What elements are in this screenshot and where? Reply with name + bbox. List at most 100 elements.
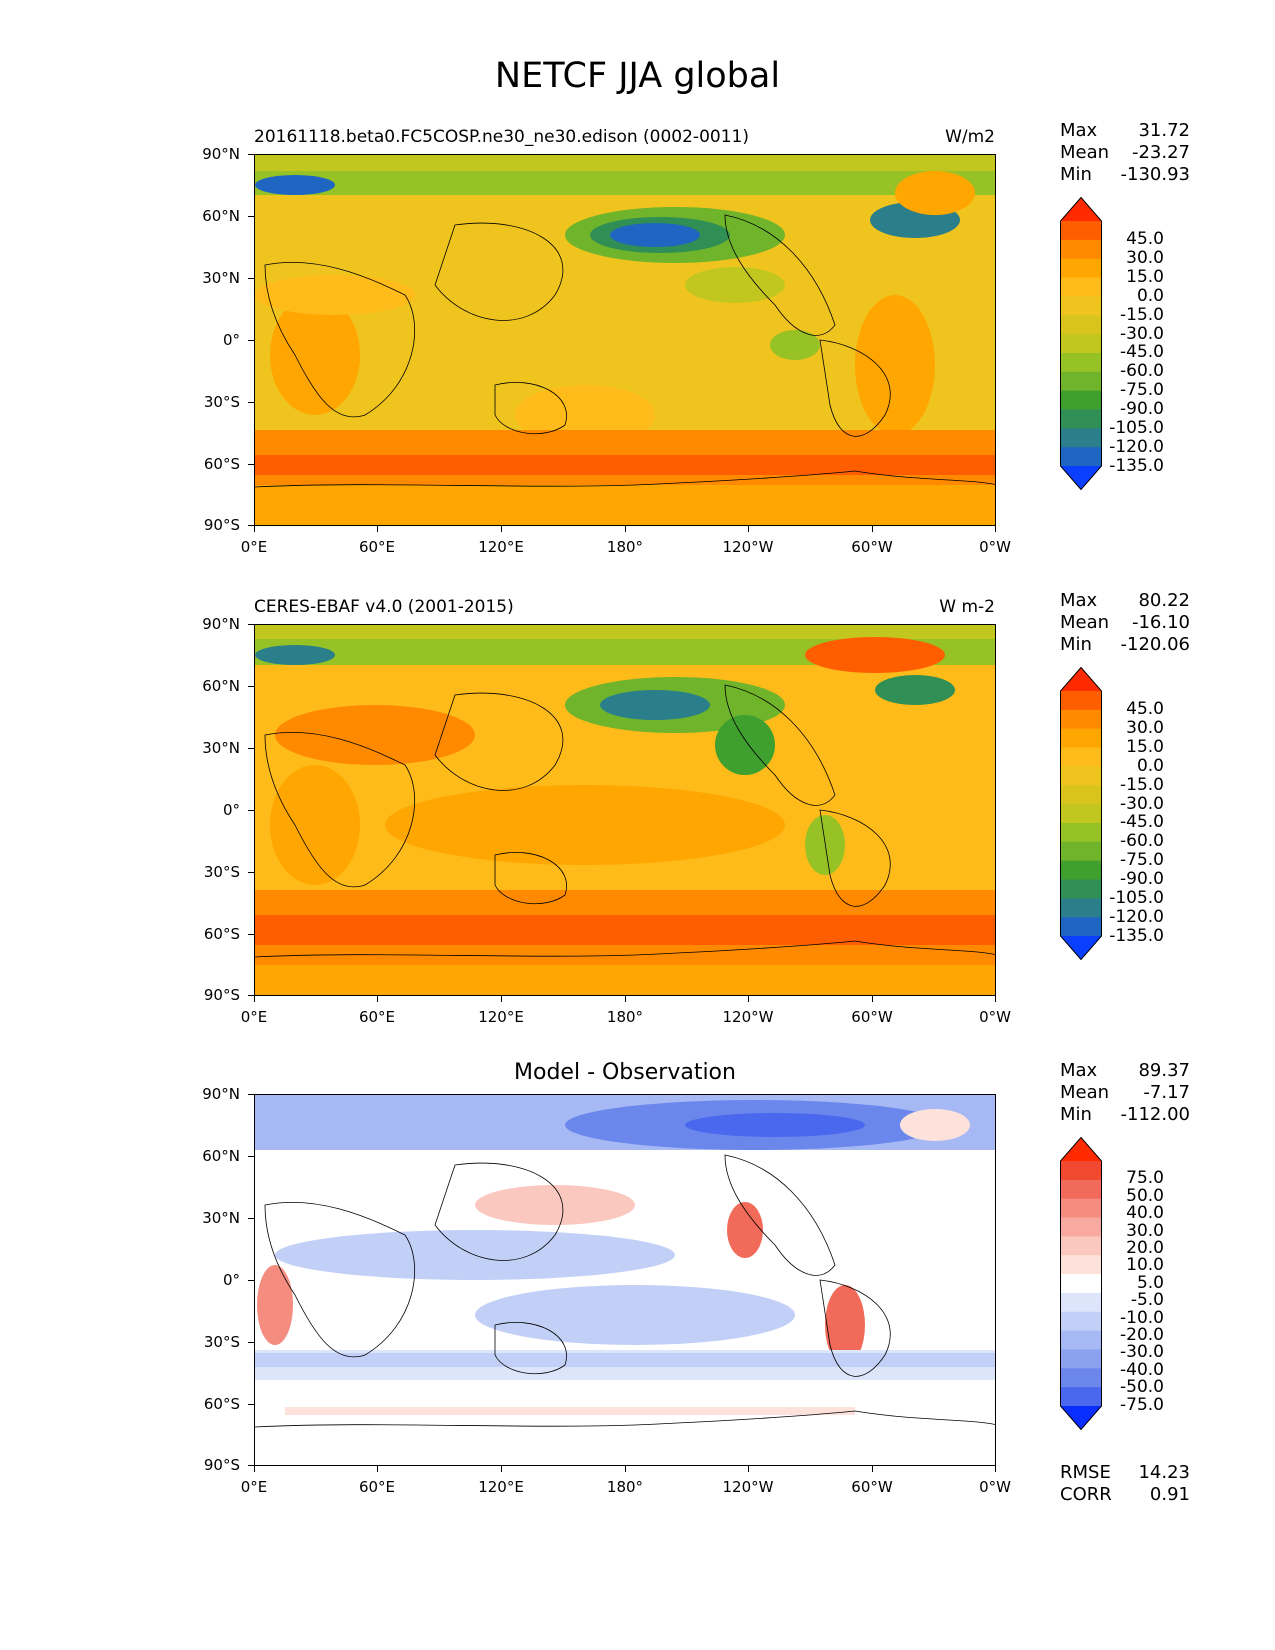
map-difference (254, 1094, 996, 1466)
lat-label: 90°N (202, 615, 240, 633)
corr-label: CORR (1060, 1484, 1112, 1505)
colorbar-level-label: 15.0 (1126, 737, 1164, 758)
colorbar-segment (1060, 822, 1102, 843)
colorbar-segment (1060, 1311, 1102, 1332)
lat-label: 60°S (203, 1395, 240, 1413)
colorbar-segment (1060, 1368, 1102, 1388)
lon-label: 180° (606, 1478, 644, 1496)
colorbar-segment (1060, 728, 1102, 749)
colorbar-level-label: -135.0 (1109, 925, 1164, 946)
stats-box: Max 80.22 Mean -16.10 Min -120.06 (1060, 590, 1190, 656)
colorbar-segment (1060, 352, 1102, 373)
stat-mean: -7.17 (1143, 1082, 1190, 1103)
colorbar-labels: 75.0 50.0 40.0 30.0 20.0 10.0 5.0 -5.0 -10.0 -20.… (1098, 1170, 1164, 1414)
map-difference-field (255, 1095, 995, 1465)
panel-left-title: CERES-EBAF v4.0 (2001-2015) (254, 597, 514, 617)
colorbar-segment (1060, 709, 1102, 730)
colorbar-level-label: -30.0 (1120, 1342, 1164, 1363)
colorbar-level-label: -135.0 (1109, 455, 1164, 476)
stat-max: 31.72 (1138, 120, 1190, 141)
colorbar-segment (1060, 239, 1102, 260)
colorbar-segment (1060, 277, 1102, 297)
map-model (254, 154, 996, 526)
colorbar-segment (1060, 447, 1102, 467)
colorbar-level-label: 45.0 (1126, 699, 1164, 720)
colorbar-segment (1060, 409, 1102, 429)
colorbar-segment (1060, 785, 1102, 805)
colorbar-segment (1060, 860, 1102, 880)
colorbar-level-label: -60.0 (1120, 831, 1164, 852)
stat-min: -130.93 (1120, 164, 1190, 185)
lon-label: 120°W (722, 1008, 774, 1026)
lon-label: 60°W (851, 538, 893, 556)
map-model-field (255, 155, 995, 525)
colorbar-outline (1060, 197, 1102, 490)
lat-label: 30°S (203, 1333, 240, 1351)
rmse-label: RMSE (1060, 1462, 1111, 1483)
stat-label: Min (1060, 164, 1092, 185)
colorbar-level-label: 0.0 (1136, 285, 1164, 306)
colorbar-level-label: -90.0 (1120, 399, 1164, 420)
figure-title: NETCF JJA global (494, 56, 781, 96)
lat-label: 90°S (203, 986, 240, 1004)
lat-label: 90°S (203, 1456, 240, 1474)
map-observation (254, 624, 996, 996)
colorbar-segment (1060, 1274, 1102, 1294)
lat-label: 60°N (202, 207, 240, 225)
lon-label: 180° (606, 538, 644, 556)
colorbar-level-label: -45.0 (1120, 812, 1164, 833)
colorbar-level-label: 10.0 (1126, 1255, 1164, 1276)
panel-left-title: 20161118.beta0.FC5COSP.ne30_ne30.edison … (254, 127, 749, 147)
lat-label: 30°N (202, 739, 240, 757)
colorbar-top-extension (1060, 1137, 1102, 1161)
stat-label: Min (1060, 634, 1092, 655)
colorbar-level-label: 5.0 (1136, 1272, 1164, 1293)
colorbar-level-label: 50.0 (1126, 1185, 1164, 1206)
lat-label: 60°S (203, 455, 240, 473)
colorbar-segment (1060, 428, 1102, 448)
panel-units: W/m2 (945, 127, 995, 147)
colorbar-level-label: -15.0 (1120, 774, 1164, 795)
lon-label: 0°W (979, 538, 1011, 556)
colorbar-segment (1060, 1330, 1102, 1350)
colorbar-top-extension (1060, 197, 1102, 221)
colorbar-level-label: 20.0 (1126, 1237, 1164, 1258)
lat-label: 30°S (203, 863, 240, 881)
lat-label: 60°N (202, 1147, 240, 1165)
lon-label: 120°W (722, 538, 774, 556)
stat-mean: -23.27 (1131, 142, 1190, 163)
colorbar-level-label: -75.0 (1120, 380, 1164, 401)
stat-label: Mean (1060, 142, 1110, 163)
colorbar (1060, 667, 1102, 960)
colorbar-segment (1060, 898, 1102, 918)
colorbar-level-label: -30.0 (1120, 323, 1164, 344)
colorbar-segment (1060, 296, 1102, 316)
stat-label: Min (1060, 1104, 1092, 1125)
colorbar-outline (1060, 1137, 1102, 1430)
colorbar (1060, 1137, 1102, 1430)
colorbar-level-label: -5.0 (1130, 1290, 1164, 1311)
colorbar-bottom-extension (1060, 936, 1102, 960)
lat-label: 0° (222, 331, 240, 349)
colorbar-level-label: -15.0 (1120, 304, 1164, 325)
colorbar-segment (1060, 1236, 1102, 1256)
lon-label: 0°E (240, 538, 268, 556)
colorbar-segment (1060, 258, 1102, 279)
colorbar-bottom-extension (1060, 466, 1102, 490)
colorbar-level-label: -120.0 (1109, 436, 1164, 457)
colorbar-segment (1060, 221, 1102, 241)
colorbar-segment (1060, 1292, 1102, 1313)
lat-label: 90°S (203, 516, 240, 534)
lon-label: 180° (606, 1008, 644, 1026)
lat-label: 30°S (203, 393, 240, 411)
panel-observation: CERES-EBAF v4.0 (2001-2015) W m-2 (0, 590, 1275, 1040)
colorbar-level-label: -90.0 (1120, 869, 1164, 890)
colorbar-level-label: -10.0 (1120, 1307, 1164, 1328)
colorbar-outline (1060, 667, 1102, 960)
panel-center-title: Model - Observation (514, 1060, 736, 1085)
lon-label: 60°E (358, 1478, 396, 1496)
stats-box: Max 89.37 Mean -7.17 Min -112.00 (1060, 1060, 1190, 1126)
colorbar-level-label: -45.0 (1120, 342, 1164, 363)
stat-label: Max (1060, 120, 1098, 141)
lon-label: 120°W (722, 1478, 774, 1496)
